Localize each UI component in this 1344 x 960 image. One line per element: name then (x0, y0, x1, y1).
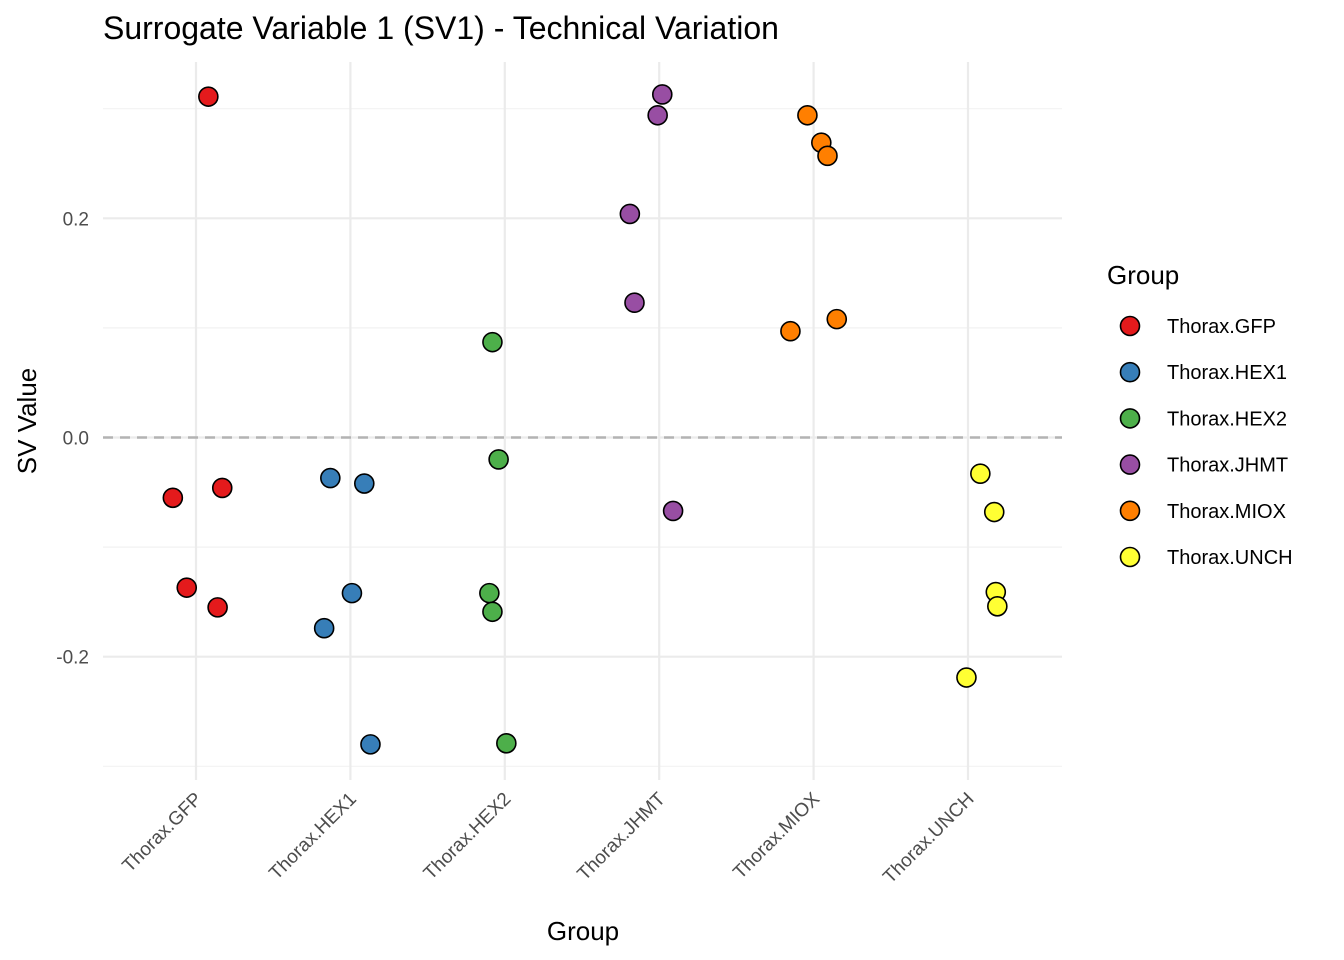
data-point (970, 463, 991, 484)
legend-label: Thorax.JHMT (1167, 455, 1288, 477)
legend-item: Thorax.UNCH (1119, 546, 1293, 569)
legend-items: Thorax.GFP Thorax.HEX1 Thorax.HEX2 Thorax.J… (1119, 315, 1293, 569)
legend-item: Thorax.HEX1 (1119, 361, 1287, 384)
chart-title: Surrogate Variable 1 (SV1) - Technical V… (103, 10, 779, 46)
y-tick-label: -0.2 (56, 648, 89, 669)
data-point (983, 501, 1005, 523)
data-point (313, 617, 335, 639)
legend-label: Thorax.HEX2 (1167, 408, 1287, 430)
data-point (482, 331, 503, 353)
legend-item: Thorax.JHMT (1119, 454, 1288, 477)
data-point (162, 487, 184, 509)
data-point (624, 292, 645, 313)
legend-label: Thorax.UNCH (1167, 547, 1293, 569)
data-point (662, 500, 684, 522)
legend-swatch (1119, 454, 1141, 475)
y-tick-label: 0.0 (63, 429, 89, 450)
data-point (320, 467, 341, 489)
legend-item: Thorax.MIOX (1119, 500, 1286, 523)
data-point (207, 597, 228, 618)
legend-swatch (1119, 315, 1141, 337)
data-point (780, 320, 801, 342)
x-axis-title: Group (547, 916, 619, 946)
data-point (341, 582, 363, 604)
data-point (482, 601, 503, 623)
data-point (797, 104, 818, 126)
y-axis-ticks: -0.2 0.0 0.2 (56, 209, 89, 668)
legend-label: Thorax.MIOX (1167, 501, 1286, 523)
data-point (619, 203, 641, 225)
data-point (826, 308, 848, 330)
legend-swatch (1119, 546, 1141, 568)
data-point (198, 86, 219, 107)
data-point (176, 577, 198, 598)
legend-label: Thorax.HEX1 (1167, 362, 1287, 384)
data-point (353, 473, 375, 494)
data-point (817, 145, 838, 167)
legend-title: Group (1107, 260, 1179, 290)
legend-item: Thorax.HEX2 (1119, 408, 1287, 430)
legend-item: Thorax.GFP (1119, 315, 1276, 338)
legend-swatch (1119, 500, 1141, 522)
data-points (162, 84, 1008, 755)
y-axis-title: SV Value (12, 368, 42, 474)
data-point (956, 667, 977, 688)
legend-swatch (1119, 408, 1141, 429)
y-tick-label: 0.2 (63, 209, 89, 230)
data-point (479, 582, 500, 604)
legend-label: Thorax.GFP (1167, 316, 1276, 338)
legend: Group Thorax.GFPThorax.HEX1Thorax.HEX2Th… (1107, 260, 1293, 569)
data-point (488, 449, 509, 470)
data-point (651, 84, 673, 105)
data-point (496, 732, 517, 754)
legend-swatch (1119, 361, 1141, 383)
data-point (360, 734, 381, 755)
data-point (987, 595, 1008, 617)
data-point (647, 104, 668, 126)
data-point (211, 477, 233, 499)
